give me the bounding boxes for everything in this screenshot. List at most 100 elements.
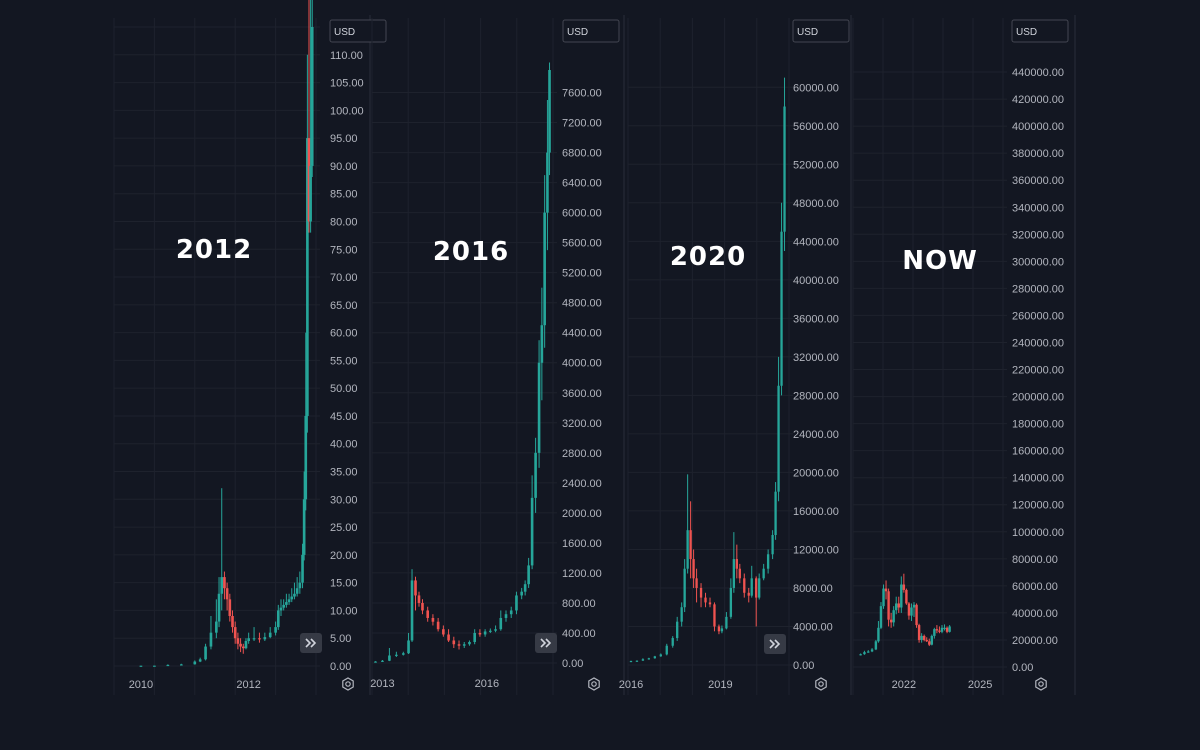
y-tick-label: 8000.00 bbox=[793, 583, 833, 595]
y-tick-label: 4000.00 bbox=[562, 358, 602, 370]
y-tick-label: 75.00 bbox=[330, 244, 358, 256]
y-tick-label: 0.00 bbox=[330, 661, 351, 673]
chart-title: 2012 bbox=[176, 235, 252, 265]
y-tick-label: 0.00 bbox=[793, 660, 814, 672]
candle-body bbox=[436, 621, 440, 630]
candle-body bbox=[720, 628, 724, 632]
y-tick-label: 45.00 bbox=[330, 411, 358, 423]
x-tick-label: 2016 bbox=[475, 678, 499, 690]
y-tick-label: 160000.00 bbox=[1012, 446, 1064, 458]
y-tick-label: 140000.00 bbox=[1012, 473, 1064, 485]
candle-body bbox=[897, 603, 900, 608]
candle-body bbox=[473, 632, 476, 642]
candle-body bbox=[153, 665, 156, 667]
y-tick-label: 320000.00 bbox=[1012, 229, 1064, 241]
y-tick-label: 7200.00 bbox=[562, 118, 602, 130]
gear-center bbox=[1038, 681, 1044, 687]
candle-body bbox=[225, 588, 229, 600]
candle-body bbox=[907, 603, 911, 616]
settings-icon[interactable] bbox=[815, 677, 827, 691]
candle-body bbox=[695, 578, 698, 588]
y-tick-label: 200000.00 bbox=[1012, 392, 1064, 404]
settings-icon[interactable] bbox=[342, 677, 354, 691]
candle-body bbox=[762, 568, 765, 579]
candle-body bbox=[548, 70, 551, 153]
candle-body bbox=[304, 415, 308, 500]
currency-badge[interactable] bbox=[562, 19, 620, 43]
candle-body bbox=[302, 499, 306, 555]
scroll-to-realtime-button[interactable] bbox=[300, 633, 322, 653]
double-chevron-right-icon bbox=[540, 638, 552, 648]
candle-body bbox=[540, 325, 544, 363]
chart-panel-2: 7600.00 7200.00 6800.00 6400.00 6000.00 5600.… bbox=[370, 15, 625, 695]
candle-body bbox=[747, 592, 750, 596]
candle-body bbox=[859, 654, 862, 656]
candle-body bbox=[905, 589, 908, 604]
chart-title: NOW bbox=[902, 246, 978, 276]
candle-body bbox=[653, 656, 656, 659]
y-tick-label: 48000.00 bbox=[793, 198, 839, 210]
y-tick-label: 80000.00 bbox=[1012, 554, 1058, 566]
settings-icon[interactable] bbox=[588, 677, 600, 691]
settings-icon[interactable] bbox=[1035, 677, 1047, 691]
y-tick-label: 6800.00 bbox=[562, 148, 602, 160]
candle-body bbox=[287, 599, 291, 603]
scroll-to-realtime-button[interactable] bbox=[764, 634, 786, 654]
y-tick-label: 100.00 bbox=[330, 105, 364, 117]
y-tick-label: 300000.00 bbox=[1012, 256, 1064, 268]
gear-hexagon bbox=[342, 677, 354, 691]
y-tick-label: 12000.00 bbox=[793, 544, 839, 556]
candle-body bbox=[509, 610, 513, 615]
y-tick-label: 420000.00 bbox=[1012, 94, 1064, 106]
panels: 115.00110.00105.00100.0095.0090.0085.008… bbox=[113, 0, 1076, 695]
y-tick-label: 15.00 bbox=[330, 578, 358, 590]
candle-body bbox=[738, 568, 741, 579]
y-tick-label: 24000.00 bbox=[793, 429, 839, 441]
y-tick-label: 105.00 bbox=[330, 78, 364, 90]
y-tick-label: 0.00 bbox=[1012, 662, 1033, 674]
candle-body bbox=[298, 582, 302, 589]
candle-body bbox=[381, 660, 384, 662]
y-tick-label: 60000.00 bbox=[1012, 581, 1058, 593]
candle-body bbox=[527, 565, 530, 585]
currency-badge[interactable] bbox=[1011, 19, 1069, 43]
y-tick-label: 2800.00 bbox=[562, 448, 602, 460]
x-tick-label: 2013 bbox=[370, 678, 394, 690]
candle-body bbox=[915, 604, 918, 626]
candle-body bbox=[629, 660, 633, 663]
candle-body bbox=[943, 627, 946, 629]
x-tick-label: 2019 bbox=[708, 679, 732, 691]
candle-body bbox=[717, 626, 721, 632]
candle-body bbox=[874, 641, 878, 650]
y-tick-label: 360000.00 bbox=[1012, 175, 1064, 187]
candle-body bbox=[139, 665, 143, 667]
candle-body bbox=[520, 591, 523, 596]
candle-body bbox=[933, 629, 936, 636]
y-tick-label: 20.00 bbox=[330, 550, 358, 562]
currency-label: USD bbox=[334, 27, 355, 38]
y-tick-label: 1200.00 bbox=[562, 568, 602, 580]
candle-body bbox=[671, 638, 674, 646]
y-tick-label: 25.00 bbox=[330, 522, 358, 534]
candle-body bbox=[468, 641, 471, 645]
scroll-to-realtime-button[interactable] bbox=[535, 633, 557, 653]
candle-body bbox=[426, 610, 430, 618]
candle-body bbox=[534, 452, 537, 498]
candle-body bbox=[635, 660, 639, 662]
candle-body bbox=[489, 630, 492, 632]
currency-badge[interactable] bbox=[792, 19, 850, 43]
chart-title: 2020 bbox=[670, 242, 746, 272]
candle-body bbox=[306, 138, 309, 416]
gear-center bbox=[818, 681, 824, 687]
gear-center bbox=[591, 681, 597, 687]
y-tick-label: 10.00 bbox=[330, 605, 358, 617]
candle-body bbox=[442, 629, 445, 635]
candle-body bbox=[166, 664, 170, 667]
y-tick-label: 32000.00 bbox=[793, 352, 839, 364]
y-tick-label: 70.00 bbox=[330, 272, 358, 284]
y-tick-label: 40000.00 bbox=[1012, 608, 1058, 620]
candle-body bbox=[483, 631, 487, 635]
candle-body bbox=[523, 584, 527, 592]
y-tick-label: 50.00 bbox=[330, 383, 358, 395]
candle-body bbox=[198, 659, 202, 662]
